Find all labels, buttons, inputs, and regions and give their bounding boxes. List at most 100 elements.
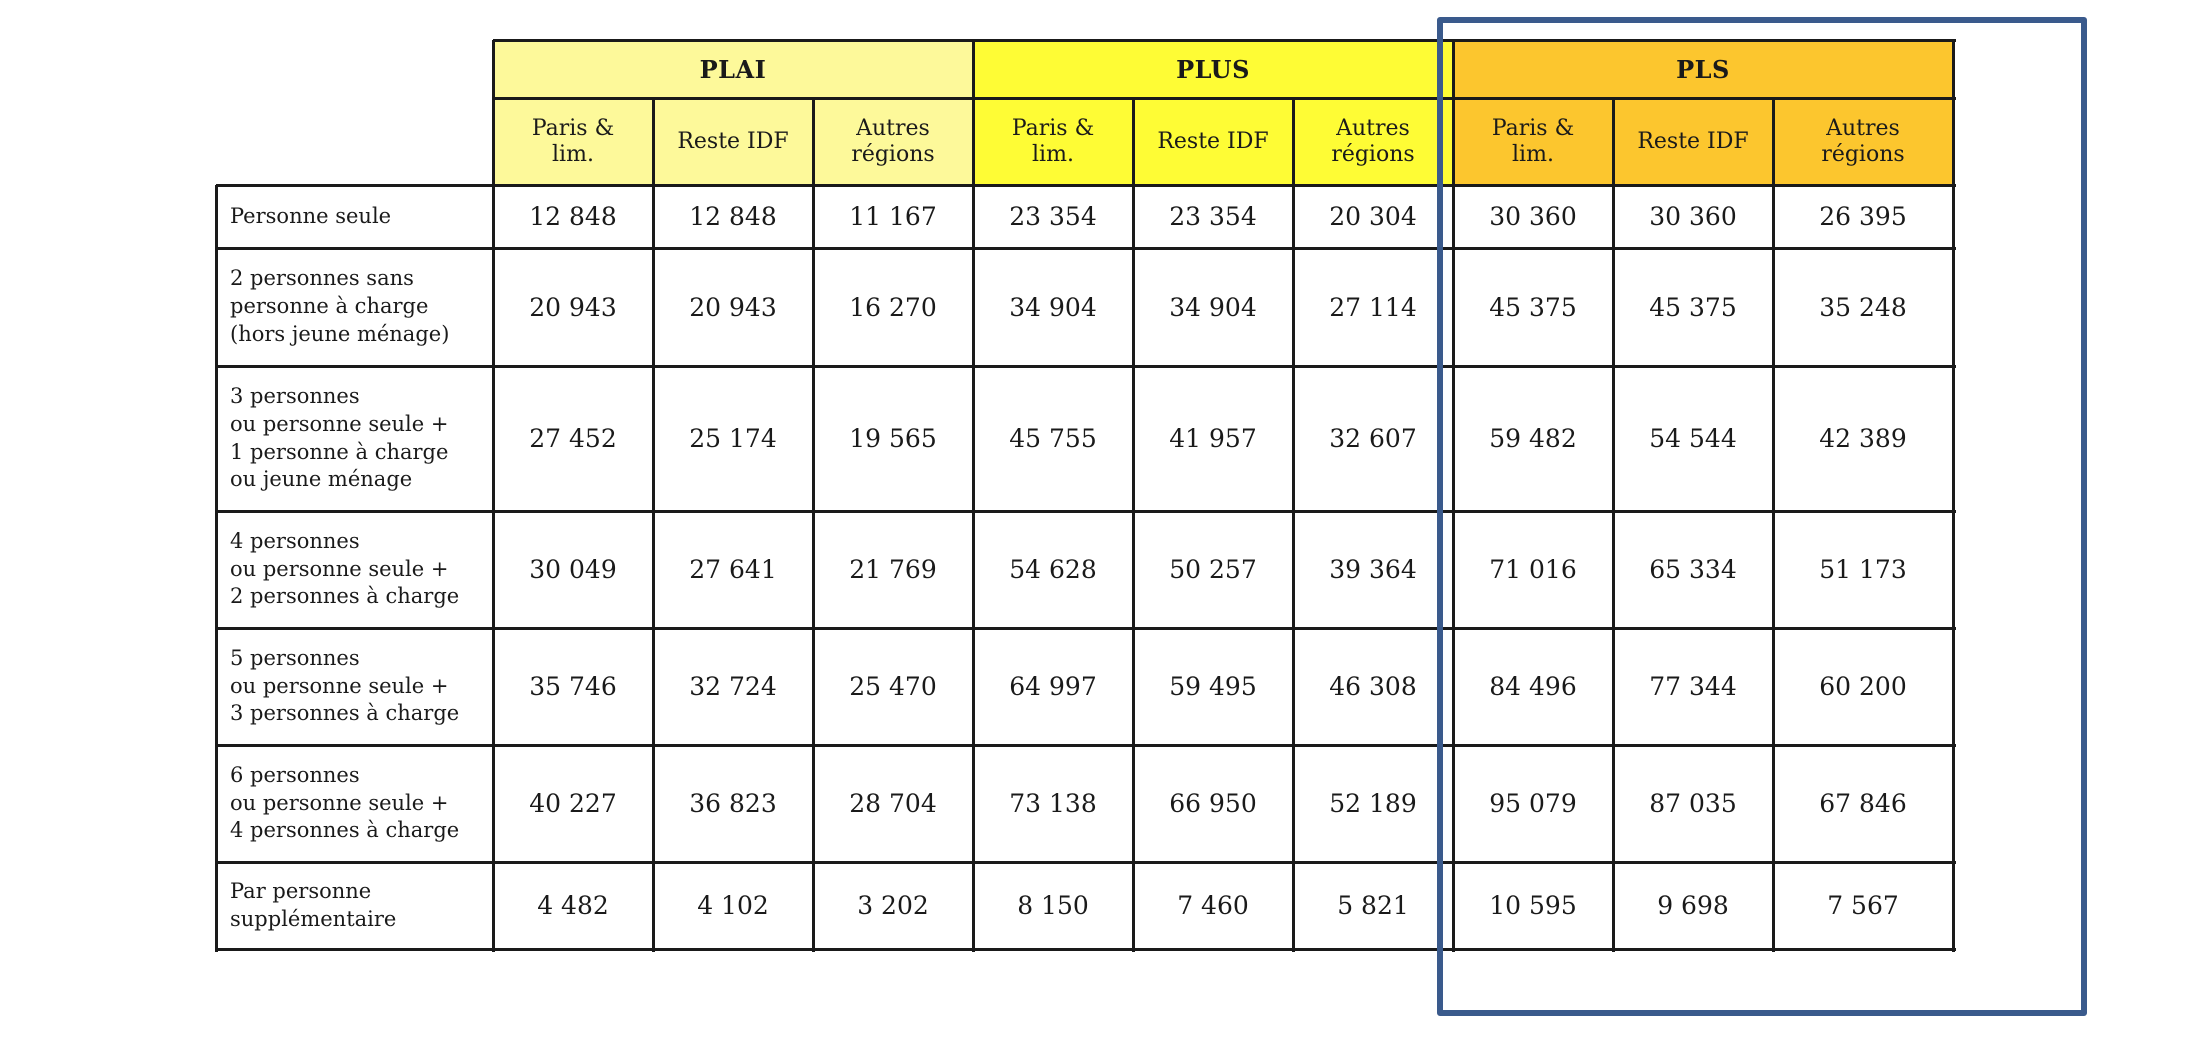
sub-header-pls-1: Paris & lim.: [1453, 98, 1613, 185]
value-cell: 45 375: [1489, 292, 1577, 322]
value-cell: 26 395: [1819, 202, 1907, 231]
value-cell: 30 360: [1489, 202, 1577, 231]
value-cell: 50 257: [1169, 555, 1257, 584]
value-cell: 16 270: [849, 292, 937, 322]
value-cell: 32 607: [1329, 424, 1417, 453]
sub-header-plai-3: Autres régions: [813, 98, 973, 185]
value-cell: 27 452: [529, 424, 617, 453]
value-cell: 54 544: [1649, 424, 1737, 453]
grid-line: [1292, 98, 1295, 952]
value-cell: 59 495: [1169, 672, 1257, 701]
group-header-plus: PLUS: [973, 40, 1453, 98]
grid-line: [1452, 40, 1455, 952]
value-cell: 27 641: [689, 555, 777, 584]
value-cell: 34 904: [1169, 292, 1257, 322]
row-label: 6 personnes ou personne seule + 4 person…: [230, 762, 460, 843]
value-cell: 87 035: [1649, 789, 1737, 818]
value-cell: 95 079: [1489, 789, 1577, 818]
sub-header-plus-3: Autres régions: [1293, 98, 1453, 185]
value-cell: 20 943: [529, 292, 617, 322]
value-cell: 32 724: [689, 672, 777, 701]
sub-header-plai-1: Paris & lim.: [493, 98, 653, 185]
value-cell: 20 943: [689, 292, 777, 322]
value-cell: 8 150: [1017, 891, 1089, 920]
value-cell: 42 389: [1819, 424, 1907, 453]
row-label: Personne seule: [230, 203, 392, 228]
value-cell: 67 846: [1819, 789, 1907, 818]
value-cell: 41 957: [1169, 424, 1257, 453]
sub-header-plus-2: Reste IDF: [1133, 98, 1293, 185]
row-label: 2 personnes sans personne à charge (hors…: [230, 266, 450, 346]
row-label: 5 personnes ou personne seule + 3 person…: [230, 645, 460, 726]
group-header-pls: PLS: [1453, 40, 1953, 98]
grid-line: [1612, 98, 1615, 952]
grid-line: [1772, 98, 1775, 952]
value-cell: 23 354: [1169, 202, 1257, 231]
grid-line: [652, 98, 655, 952]
value-cell: 39 364: [1329, 555, 1417, 584]
value-cell: 35 746: [529, 672, 617, 701]
value-cell: 71 016: [1489, 555, 1577, 584]
sub-header-pls-2: Reste IDF: [1613, 98, 1773, 185]
grid-line: [216, 247, 1956, 250]
grid-line: [1952, 40, 1955, 952]
value-cell: 9 698: [1657, 891, 1729, 920]
value-cell: 52 189: [1329, 789, 1417, 818]
value-cell: 34 904: [1009, 292, 1097, 322]
value-cell: 12 848: [529, 202, 617, 231]
grid-line: [972, 40, 975, 952]
grid-line: [492, 40, 495, 952]
value-cell: 4 482: [537, 891, 609, 920]
grid-line: [812, 98, 815, 952]
grid-line: [215, 185, 218, 952]
value-cell: 73 138: [1009, 789, 1097, 818]
value-cell: 23 354: [1009, 202, 1097, 231]
grid-line: [1132, 98, 1135, 952]
grid-line: [216, 627, 1956, 630]
value-cell: 77 344: [1649, 672, 1737, 701]
value-cell: 7 460: [1177, 891, 1249, 920]
value-cell: 66 950: [1169, 789, 1257, 818]
value-cell: 7 567: [1827, 891, 1899, 920]
value-cell: 4 102: [697, 891, 769, 920]
grid-line: [216, 948, 1956, 951]
grid-line: [216, 184, 1956, 187]
value-cell: 3 202: [857, 891, 929, 920]
row-label: 3 personnes ou personne seule + 1 person…: [230, 384, 449, 492]
value-cell: 30 049: [529, 555, 617, 584]
sub-header-plus-1: Paris & lim.: [973, 98, 1133, 185]
value-cell: 45 375: [1649, 292, 1737, 322]
value-cell: 21 769: [849, 555, 937, 584]
row-label: Par personne supplémentaire: [230, 878, 397, 931]
value-cell: 30 360: [1649, 202, 1737, 231]
value-cell: 36 823: [689, 789, 777, 818]
value-cell: 5 821: [1337, 891, 1409, 920]
grid-line: [216, 744, 1956, 747]
pls-highlight-frame: [1437, 17, 2087, 1016]
value-cell: 59 482: [1489, 424, 1577, 453]
value-cell: 51 173: [1819, 555, 1907, 584]
grid-line: [493, 97, 1956, 100]
value-cell: 45 755: [1009, 424, 1097, 453]
value-cell: 35 248: [1819, 292, 1907, 322]
value-cell: 28 704: [849, 789, 937, 818]
value-cell: 25 470: [849, 672, 937, 701]
value-cell: 54 628: [1009, 555, 1097, 584]
value-cell: 27 114: [1329, 292, 1417, 322]
value-cell: 46 308: [1329, 672, 1417, 701]
value-cell: 11 167: [849, 202, 937, 231]
grid-line: [216, 861, 1956, 864]
grid-line: [216, 365, 1956, 368]
value-cell: 20 304: [1329, 202, 1417, 231]
sub-header-pls-3: Autres régions: [1773, 98, 1953, 185]
value-cell: 65 334: [1649, 555, 1737, 584]
value-cell: 19 565: [849, 424, 937, 453]
row-label: 4 personnes ou personne seule + 2 person…: [230, 528, 460, 609]
sub-header-plai-2: Reste IDF: [653, 98, 813, 185]
value-cell: 12 848: [689, 202, 777, 231]
value-cell: 40 227: [529, 789, 617, 818]
value-cell: 64 997: [1009, 672, 1097, 701]
value-cell: 60 200: [1819, 672, 1907, 701]
value-cell: 84 496: [1489, 672, 1577, 701]
grid-line: [493, 39, 1956, 42]
